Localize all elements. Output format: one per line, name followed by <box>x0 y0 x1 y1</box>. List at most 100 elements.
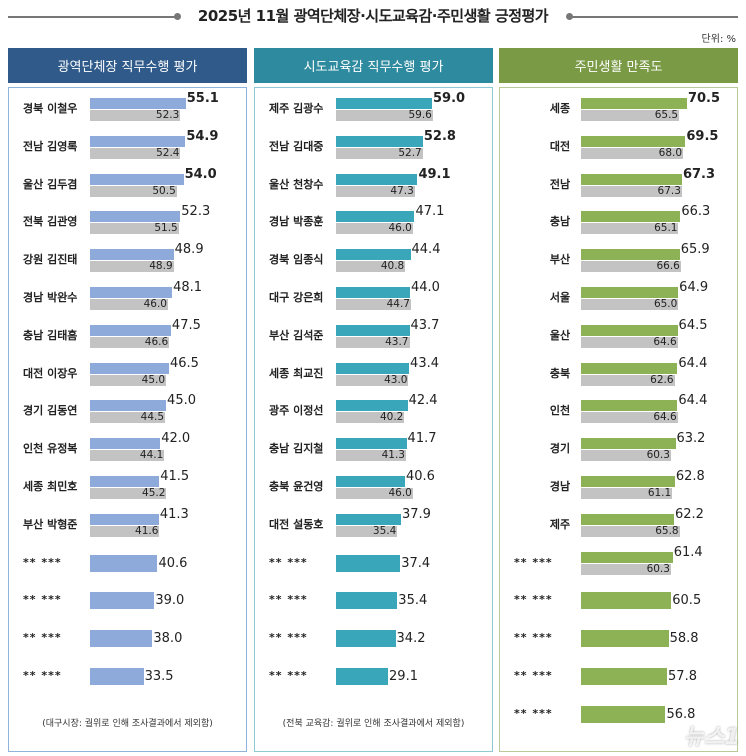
value-label: 40.6 <box>405 469 435 484</box>
value-label: 44.0 <box>410 280 440 295</box>
bar-previous <box>581 185 682 197</box>
bar-row: ** *** 61.4 60.3 <box>500 545 737 581</box>
value-label: 57.8 <box>668 669 697 684</box>
category-label: 강원 김진태 <box>23 253 78 267</box>
bar-row: ** *** 57.8 <box>500 658 737 694</box>
bar-previous <box>581 261 681 273</box>
previous-value-label: 46.0 <box>388 222 412 235</box>
bar-current <box>336 249 411 261</box>
bar-current <box>336 476 405 487</box>
value-label: 65.9 <box>680 242 710 258</box>
value-label: 41.7 <box>407 431 437 447</box>
bar-previous <box>581 147 684 159</box>
category-label: 경남 <box>549 480 571 493</box>
value-label: 67.3 <box>682 166 716 182</box>
bar-previous <box>90 147 181 159</box>
category-label: 경남 박완수 <box>23 291 78 304</box>
bar-current <box>581 705 666 723</box>
value-label: 45.0 <box>167 393 196 409</box>
category-label: 세종 최교진 <box>269 366 324 380</box>
bar-previous <box>90 261 174 273</box>
previous-value-label: 51.5 <box>154 222 178 235</box>
bar-previous <box>581 525 680 537</box>
category-label: 광주 이정선 <box>269 404 324 418</box>
bar-row: 전북 김관영 52.3 51.5 <box>9 204 246 240</box>
bar-previous <box>336 185 415 197</box>
bar-row: ** *** 56.8 <box>500 696 737 732</box>
value-label: 40.6 <box>158 555 188 571</box>
bar-row: 대전 이장우 46.5 45.0 <box>9 356 246 392</box>
previous-value-label: 43.0 <box>384 373 408 386</box>
category-label: 전남 김영록 <box>23 139 78 153</box>
value-label: 37.4 <box>401 555 431 571</box>
previous-value-label: 68.0 <box>658 146 683 159</box>
bar-current <box>90 324 171 336</box>
bar-previous <box>90 374 167 386</box>
bar-current <box>90 438 161 450</box>
bar-row: 대전 설동호 37.9 35.4 <box>255 507 492 543</box>
bar-row: ** *** 37.4 <box>255 545 492 581</box>
bar-current <box>336 513 401 525</box>
category-label: 전남 <box>549 177 571 191</box>
bar-row: 제주 김광수 59.0 59.6 <box>255 91 492 127</box>
panel-2: 세종 70.5 65.5 대전 69.5 68.0 전남 67.3 67.3 충남 66.3 65.1… <box>499 87 738 752</box>
previous-value-label: 47.3 <box>390 184 414 197</box>
bar-row: ** *** 60.5 <box>500 582 737 618</box>
value-label: 60.5 <box>672 593 702 609</box>
category-label: 경북 이철우 <box>23 102 78 115</box>
category-label: 부산 박형준 <box>23 517 78 531</box>
category-label: 인천 유정복 <box>23 442 78 456</box>
bar-current <box>336 592 398 610</box>
bar-current <box>336 135 423 147</box>
bar-row: 부산 65.9 66.6 <box>500 242 737 278</box>
value-label: 63.2 <box>676 431 706 447</box>
panel-header-0: 광역단체장 직무수행 평가 <box>8 48 247 83</box>
bar-current <box>90 98 186 109</box>
previous-value-label: 41.6 <box>135 524 159 537</box>
bar-row: ** *** 39.0 <box>9 582 246 618</box>
bar-row: 충북 64.4 62.6 <box>500 356 737 392</box>
bar-previous <box>90 412 166 424</box>
value-label: 37.9 <box>401 506 431 522</box>
bar-current <box>336 324 410 336</box>
category-label: ** *** <box>23 631 62 645</box>
bar-previous <box>90 488 167 499</box>
previous-value-label: 59.6 <box>408 109 432 121</box>
bar-row: 부산 박형준 41.3 41.6 <box>9 507 246 543</box>
bar-row: 광주 이정선 42.4 40.2 <box>255 393 492 429</box>
bar-row: 부산 김석준 43.7 43.7 <box>255 318 492 354</box>
category-label: 경기 김동연 <box>23 404 78 418</box>
previous-value-label: 35.4 <box>372 524 397 537</box>
title-rule-right <box>570 16 738 18</box>
category-label: ** *** <box>514 631 553 645</box>
bar-current <box>581 362 678 374</box>
watermark-logo: 뉴스1 <box>684 725 740 750</box>
category-label: 제주 <box>549 517 571 531</box>
category-label: 경북 임종식 <box>269 253 324 267</box>
bar-current <box>336 438 407 450</box>
bar-previous <box>336 525 398 537</box>
value-label: 48.1 <box>173 280 203 295</box>
value-label: 49.1 <box>418 166 451 182</box>
bar-current <box>336 98 432 109</box>
bar-previous <box>336 223 413 235</box>
category-label: 대구 강은희 <box>269 291 324 304</box>
previous-value-label: 62.6 <box>650 373 674 386</box>
bar-row: 울산 64.5 64.6 <box>500 318 737 354</box>
previous-value-label: 44.1 <box>139 449 164 462</box>
previous-value-label: 67.3 <box>657 184 681 197</box>
bar-current <box>581 324 678 336</box>
category-label: 충북 <box>549 366 571 380</box>
panel-0: 경북 이철우 55.1 52.3 전남 김영록 54.9 52.4 울산 김두겸 54.0 50… <box>8 87 247 752</box>
value-label: 47.5 <box>171 317 201 333</box>
previous-value-label: 64.6 <box>653 411 677 424</box>
value-label: 56.8 <box>666 706 696 722</box>
value-label: 62.2 <box>674 506 704 522</box>
title-dot-right <box>566 13 573 20</box>
previous-value-label: 46.0 <box>143 298 167 310</box>
bar-previous <box>581 412 678 424</box>
category-label: 전남 김대중 <box>269 139 324 153</box>
bar-previous <box>336 374 409 386</box>
bar-row: ** *** 29.1 <box>255 658 492 694</box>
value-label: 58.8 <box>669 631 699 647</box>
